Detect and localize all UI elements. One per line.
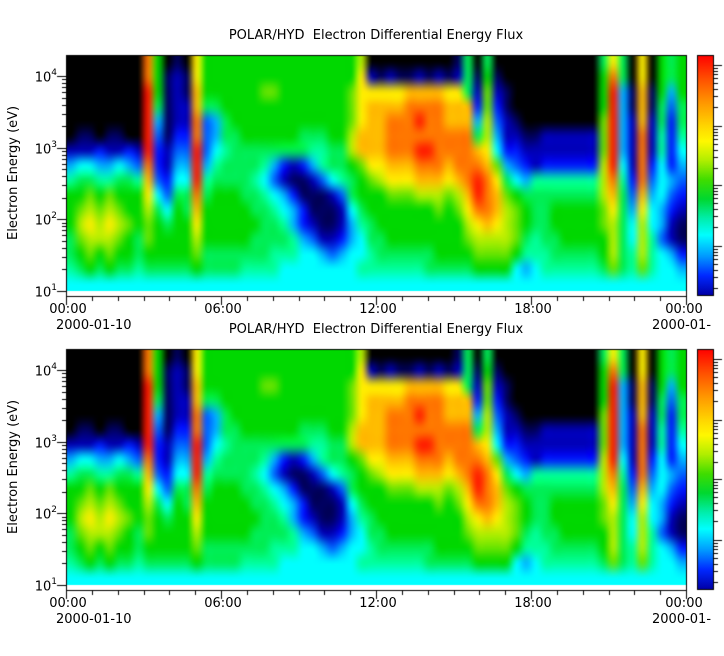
spectrogram-canvas [0, 0, 724, 656]
polar-hyd-spectrogram-page: POLAR/HYD Electron Differential Energy F… [0, 0, 724, 656]
